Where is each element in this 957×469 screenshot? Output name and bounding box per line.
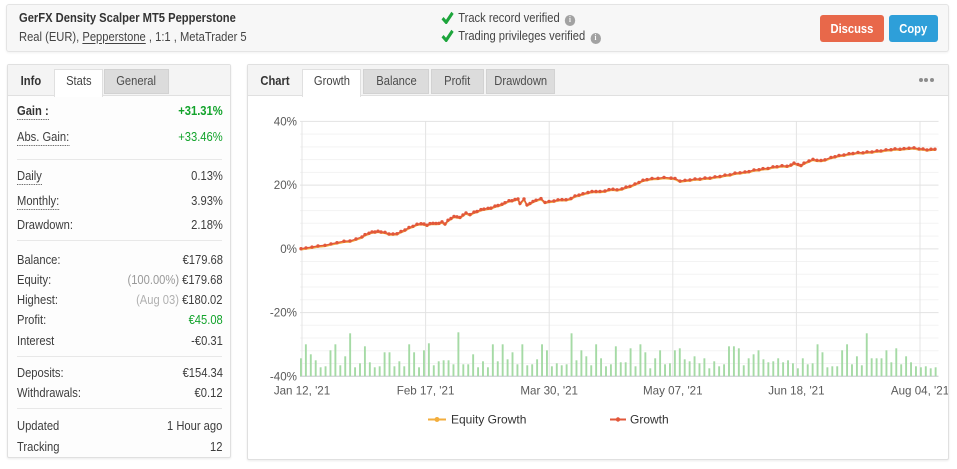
svg-text:Mar 30, '21: Mar 30, '21 <box>520 385 578 398</box>
svg-text:-20%: -20% <box>270 307 297 320</box>
svg-text:Equity Growth: Equity Growth <box>451 413 526 427</box>
svg-text:40%: 40% <box>274 115 297 128</box>
svg-text:Feb 17, '21: Feb 17, '21 <box>397 385 455 398</box>
svg-text:20%: 20% <box>274 179 297 192</box>
svg-text:-40%: -40% <box>270 370 297 383</box>
svg-text:May 07, '21: May 07, '21 <box>643 385 703 398</box>
svg-text:Jun 18, '21: Jun 18, '21 <box>768 385 824 398</box>
svg-text:0%: 0% <box>280 243 297 256</box>
svg-text:Jan 12, '21: Jan 12, '21 <box>274 385 330 398</box>
svg-text:Growth: Growth <box>630 413 669 427</box>
svg-text:Aug 04, '21: Aug 04, '21 <box>891 385 948 398</box>
